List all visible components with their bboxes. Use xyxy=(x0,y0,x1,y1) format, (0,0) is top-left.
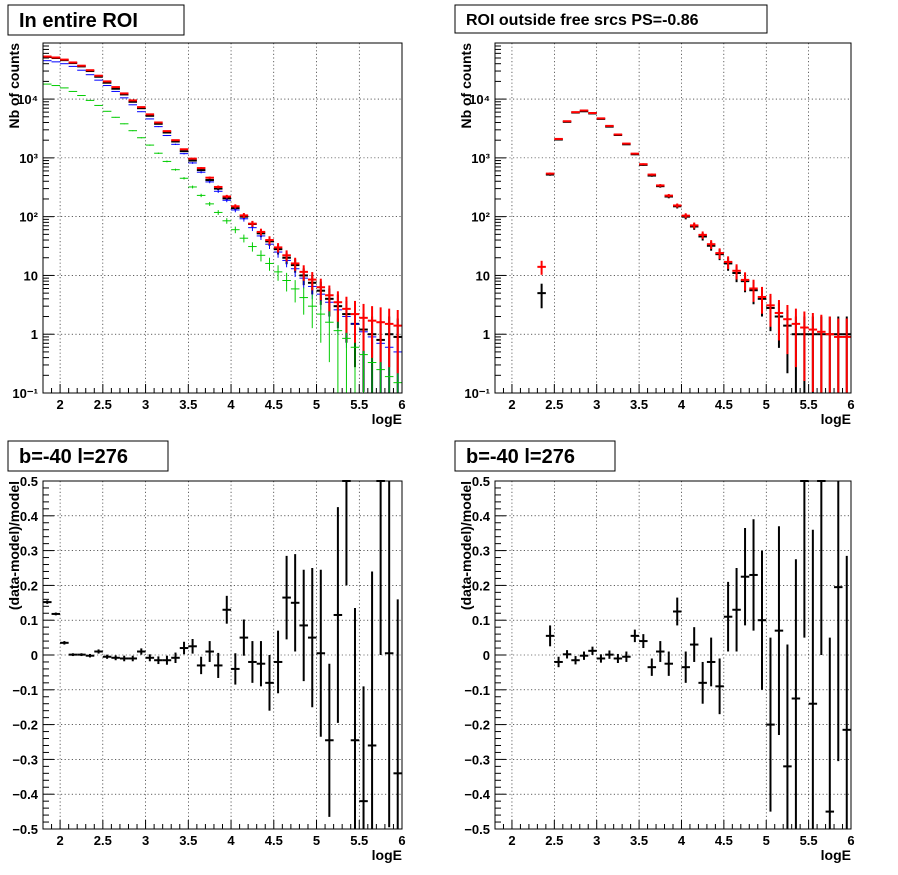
x-tick-label: 4 xyxy=(227,833,235,848)
x-tick-label: 4.5 xyxy=(265,397,283,412)
x-axis-title: logE xyxy=(372,411,402,427)
y-tick-label: 1 xyxy=(31,327,38,342)
x-tick-label: 4 xyxy=(227,397,235,412)
x-tick-label: 6 xyxy=(398,397,405,412)
x-tick-label: 4 xyxy=(678,397,686,412)
panel-title: b=-40 l=276 xyxy=(466,446,575,468)
x-axis-title: logE xyxy=(821,847,851,863)
y-tick-label: 0.4 xyxy=(472,509,491,524)
x-tick-label: 3 xyxy=(142,833,149,848)
plot-frame xyxy=(494,42,852,394)
panel-title: ROI outside free srcs PS=-0.86 xyxy=(466,12,699,29)
panel-top-left: In entire ROI 2 2.5 3 3.5 4 4.5 5 5.5 6 10⁻¹ 1 10 10²… xyxy=(6,4,406,427)
y-tick-label: 10³ xyxy=(19,151,38,166)
x-tick-label: 2 xyxy=(508,833,515,848)
x-tick-label: 3.5 xyxy=(630,833,648,848)
y-tick-label: −0.5 xyxy=(464,822,490,837)
x-tick-label: 5 xyxy=(313,833,320,848)
y-tick-label: 0.4 xyxy=(20,509,39,524)
y-tick-label: −0.2 xyxy=(12,718,38,733)
x-tick-label: 5.5 xyxy=(800,833,818,848)
y-tick-label: 0.1 xyxy=(472,613,490,628)
y-tick-label: −0.3 xyxy=(12,752,38,767)
x-tick-label: 4.5 xyxy=(265,833,283,848)
y-tick-label: 0.5 xyxy=(20,474,38,489)
y-tick-label: −0.4 xyxy=(12,787,38,802)
x-tick-label: 2.5 xyxy=(94,397,112,412)
y-tick-label: −0.4 xyxy=(464,787,490,802)
x-tick-label: 3 xyxy=(593,397,600,412)
x-tick-label: 3 xyxy=(142,397,149,412)
y-tick-label: 0.5 xyxy=(472,474,490,489)
x-tick-label: 2 xyxy=(508,397,515,412)
title-box xyxy=(454,440,616,472)
y-axis-title: (data-model)/model xyxy=(6,481,22,610)
y-tick-label: 10⁴ xyxy=(17,92,38,107)
y-tick-label: 10⁻¹ xyxy=(12,386,38,401)
x-tick-label: 6 xyxy=(847,833,854,848)
x-axis-title: logE xyxy=(372,847,402,863)
y-tick-label: 0.3 xyxy=(20,544,38,559)
title-box xyxy=(454,4,768,34)
y-tick-label: 0 xyxy=(31,648,38,663)
x-tick-label: 5.5 xyxy=(350,833,368,848)
y-tick-label: 0.2 xyxy=(20,578,38,593)
x-tick-label: 2.5 xyxy=(94,833,112,848)
x-tick-label: 5.5 xyxy=(800,397,818,412)
x-tick-label: 4.5 xyxy=(715,833,733,848)
x-tick-label: 3.5 xyxy=(179,397,197,412)
y-tick-label: 10 xyxy=(476,268,490,283)
title-box xyxy=(7,440,169,472)
x-tick-label: 5 xyxy=(763,833,770,848)
y-tick-label: −0.3 xyxy=(464,752,490,767)
y-tick-label: 1 xyxy=(483,327,490,342)
x-axis-title: logE xyxy=(821,411,851,427)
x-tick-label: 6 xyxy=(847,397,854,412)
panel-top-right: ROI outside free srcs PS=-0.86 2 2.5 3 3.5 4 4… xyxy=(454,4,855,427)
panel-title: b=-40 l=276 xyxy=(19,446,128,468)
y-tick-label: −0.2 xyxy=(464,718,490,733)
y-tick-label: 10 xyxy=(24,268,38,283)
panel-title: In entire ROI xyxy=(19,10,138,32)
y-tick-label: 0.2 xyxy=(472,578,490,593)
x-tick-label: 2 xyxy=(56,833,63,848)
y-tick-label: 10² xyxy=(471,210,490,225)
plot-frame xyxy=(494,480,852,830)
y-tick-label: 10⁻¹ xyxy=(464,386,490,401)
x-tick-label: 2.5 xyxy=(545,397,563,412)
panel-bottom-right: b=-40 l=276 2 2.5 3 3.5 4 4.5 5 5.5 6 −0.5 −0.4 −0.3… xyxy=(454,440,855,863)
y-tick-label: −0.1 xyxy=(464,683,490,698)
x-tick-label: 3.5 xyxy=(630,397,648,412)
y-tick-label: −0.5 xyxy=(12,822,38,837)
x-tick-label: 5 xyxy=(763,397,770,412)
title-box xyxy=(7,4,185,36)
panel-bottom-left: b=-40 l=276 2 2.5 3 3.5 4 4.5 5 5.5 6 −0.5 −0.4 −0.3… xyxy=(6,440,406,863)
x-tick-label: 3 xyxy=(593,833,600,848)
x-tick-label: 6 xyxy=(398,833,405,848)
x-tick-label: 2 xyxy=(56,397,63,412)
y-tick-label: 0 xyxy=(483,648,490,663)
x-tick-label: 5.5 xyxy=(350,397,368,412)
x-tick-label: 5 xyxy=(313,397,320,412)
plot-frame xyxy=(42,42,403,394)
y-tick-label: 10² xyxy=(19,210,38,225)
y-axis-title: Nb of counts xyxy=(6,43,22,129)
y-tick-label: 0.3 xyxy=(472,544,490,559)
y-tick-label: 10³ xyxy=(471,151,490,166)
x-tick-label: 4.5 xyxy=(715,397,733,412)
plot-frame xyxy=(42,480,403,830)
y-tick-label: 0.1 xyxy=(20,613,38,628)
x-tick-label: 2.5 xyxy=(545,833,563,848)
y-tick-label: −0.1 xyxy=(12,683,38,698)
y-axis-title: Nb of counts xyxy=(458,43,474,129)
y-tick-label: 10⁴ xyxy=(469,92,490,107)
x-tick-label: 4 xyxy=(678,833,686,848)
x-tick-label: 3.5 xyxy=(179,833,197,848)
y-axis-title: (data-model)/model xyxy=(458,481,474,610)
